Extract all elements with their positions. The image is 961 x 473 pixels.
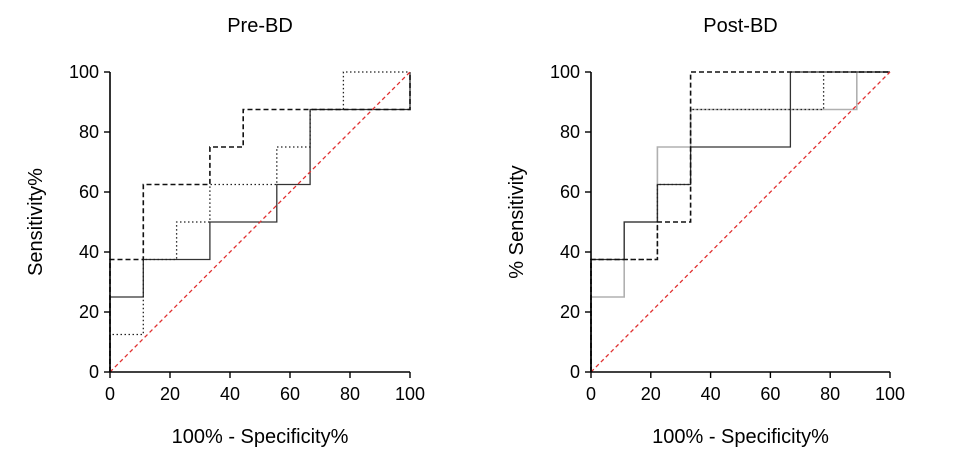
x-tick-label: 100 [875, 384, 905, 404]
chart-title: Post-BD [703, 15, 777, 37]
x-tick-label: 80 [340, 384, 360, 404]
y-tick-label: 0 [89, 362, 99, 382]
pre-bd-panel: Pre-BD 0 20 40 60 80 100 0 20 40 60 80 100 100% - Spe… [25, 15, 425, 448]
x-tick-label: 80 [820, 384, 840, 404]
y-axis-label: Sensitivity% [25, 168, 47, 276]
y-tick-label: 100 [550, 62, 580, 82]
x-axis-label: 100% - Specificity% [172, 426, 349, 448]
y-tick-label: 80 [560, 122, 580, 142]
y-tick-label: 0 [570, 362, 580, 382]
y-tick-label: 20 [79, 302, 99, 322]
x-tick-label: 40 [220, 384, 240, 404]
x-tick-label: 40 [701, 384, 721, 404]
y-tick-label: 80 [79, 122, 99, 142]
series-line-reference [109, 71, 411, 373]
chart-title: Pre-BD [227, 15, 293, 37]
y-axis-label: % Sensitivity [506, 165, 528, 278]
y-tick-label: 60 [560, 182, 580, 202]
x-tick-label: 0 [105, 384, 115, 404]
y-tick-label: 40 [79, 242, 99, 262]
y-tick-label: 20 [560, 302, 580, 322]
x-tick-label: 20 [160, 384, 180, 404]
series-line-solid [590, 71, 890, 372]
series-line-solid [109, 72, 411, 372]
y-tick-label: 40 [560, 242, 580, 262]
x-tick-label: 100 [395, 384, 425, 404]
series-line-gray [590, 71, 890, 372]
series-line-dashed [109, 72, 411, 372]
post-bd-panel: Post-BD 0 20 40 60 80 100 0 20 40 60 80 100 100% - Sp… [506, 15, 905, 448]
y-tick-label: 100 [69, 62, 99, 82]
y-tick-label: 60 [79, 182, 99, 202]
x-axis-label: 100% - Specificity% [652, 426, 829, 448]
x-tick-label: 20 [641, 384, 661, 404]
x-tick-label: 60 [760, 384, 780, 404]
x-tick-label: 0 [586, 384, 596, 404]
series-line-reference [590, 71, 891, 373]
x-tick-label: 60 [280, 384, 300, 404]
series-line-dotted [590, 71, 890, 372]
